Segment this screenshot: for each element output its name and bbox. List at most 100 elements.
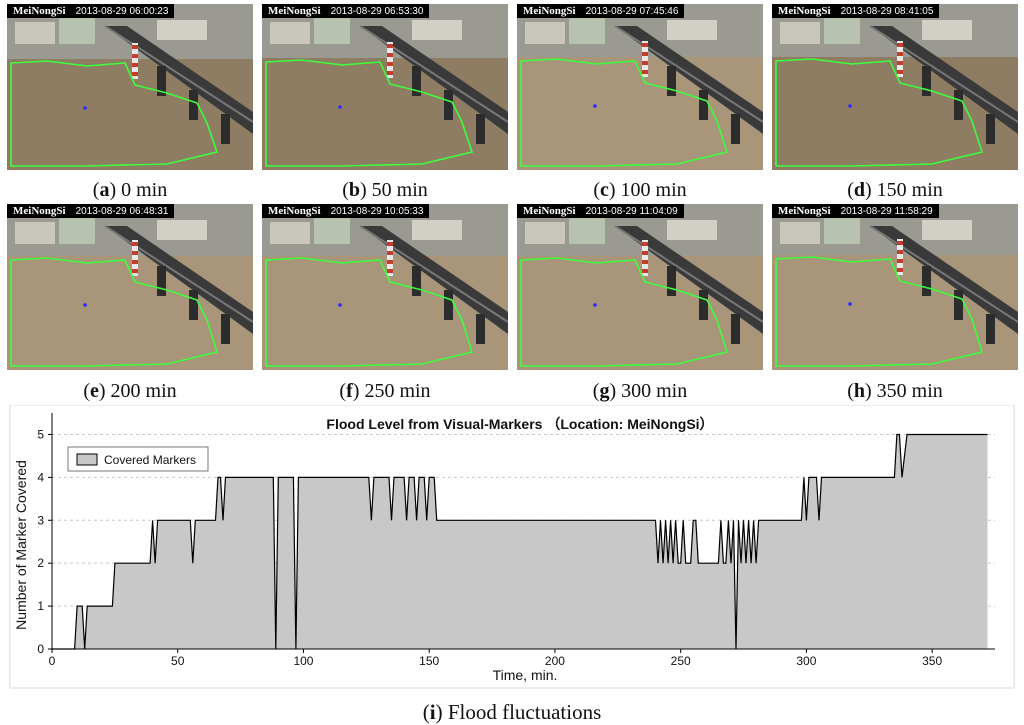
bridge-pillar	[221, 114, 230, 144]
chart-title: Flood Level from Visual-Markers （Locatio…	[326, 416, 713, 432]
house-shape	[314, 218, 350, 244]
house-shape	[922, 20, 972, 40]
timestamp-text: 2013-08-29 08:41:05	[840, 6, 934, 17]
marker-pole	[387, 42, 393, 78]
marker-stripe	[387, 242, 393, 246]
river-water	[7, 256, 253, 370]
marker-pole	[642, 41, 648, 77]
marker-stripe	[897, 61, 903, 65]
timestamp-bar: MeiNongSi 2013-08-29 06:48:31	[7, 204, 175, 218]
x-tick-label: 100	[293, 654, 313, 668]
photo-panel: MeiNongSi 2013-08-29 10:05:33	[262, 204, 508, 370]
panel-caption: (h) 350 min	[847, 380, 943, 402]
water-contour	[265, 59, 474, 167]
marker-stripe	[897, 250, 903, 254]
x-tick-label: 150	[419, 654, 439, 668]
y-tick-label: 5	[37, 427, 44, 441]
house-shape	[412, 220, 462, 240]
panel-time-label: 100 min	[620, 179, 687, 201]
photo-panel: MeiNongSi 2013-08-29 07:45:46	[517, 4, 763, 170]
panel-letter: b	[348, 179, 360, 201]
river-water	[772, 57, 1018, 170]
house-shape	[59, 218, 95, 244]
bridge-railing	[614, 25, 763, 123]
house-shape	[525, 222, 565, 244]
flood-level-chart: Flood Level from Visual-Markers （Locatio…	[9, 405, 1015, 689]
marker-stripe	[132, 251, 138, 255]
house-shape	[824, 18, 860, 44]
bridge-pillar	[412, 266, 421, 296]
bridge-deck	[105, 26, 253, 134]
marker-stripe	[897, 52, 903, 56]
river-scene	[772, 4, 1018, 170]
river-scene	[517, 4, 763, 170]
bridge-pillar	[731, 114, 740, 144]
centroid-marker	[83, 106, 87, 110]
panel-time-label: 300 min	[621, 380, 688, 402]
y-ticks: 0 1 2 3 4 5	[37, 427, 52, 656]
bridge-deck	[360, 26, 508, 134]
photo-panel: MeiNongSi 2013-08-29 06:00:23	[7, 4, 253, 170]
bridge-railing	[614, 225, 763, 323]
house-shape	[15, 222, 55, 244]
house-shape	[922, 220, 972, 240]
marker-stripe	[387, 62, 393, 66]
marker-pole	[897, 239, 903, 275]
camera-name: MeiNongSi	[778, 205, 831, 217]
marker-pole	[897, 41, 903, 77]
marker-stripe	[897, 259, 903, 263]
bridge-deck	[360, 226, 508, 334]
camera-name: MeiNongSi	[523, 205, 576, 217]
bridge-pillar	[731, 314, 740, 344]
centroid-marker	[338, 105, 342, 109]
house-shape	[412, 20, 462, 40]
panel-caption: (f) 250 min	[339, 380, 431, 402]
bridge-pillar	[986, 314, 995, 344]
bridge-railing	[104, 225, 253, 323]
house-shape	[569, 218, 605, 244]
panel-time-label: 250 min	[364, 380, 431, 402]
house-shape	[157, 220, 207, 240]
timestamp-bar: MeiNongSi 2013-08-29 07:45:46	[517, 4, 685, 18]
house-shape	[667, 20, 717, 40]
panel-time-label: 0 min	[121, 179, 168, 201]
house-shape	[780, 22, 820, 44]
series-fill	[52, 434, 988, 649]
timestamp-bar: MeiNongSi 2013-08-29 08:41:05	[772, 4, 940, 18]
panel-time-label: 200 min	[110, 380, 177, 402]
bridge-pillar	[221, 314, 230, 344]
marker-stripe	[642, 61, 648, 65]
bridge-deck	[615, 26, 763, 134]
bridge-pillar	[412, 66, 421, 96]
bridge-pillar	[157, 66, 166, 96]
timestamp-text: 2013-08-29 10:05:33	[330, 206, 424, 217]
camera-name: MeiNongSi	[778, 5, 831, 17]
marker-stripe	[642, 52, 648, 56]
panel-caption: (e) 200 min	[83, 380, 177, 402]
panel-letter: h	[853, 380, 865, 402]
bridge-pillar	[157, 266, 166, 296]
y-tick-label: 1	[37, 599, 44, 613]
centroid-marker	[593, 104, 597, 108]
marker-stripe	[387, 71, 393, 75]
legend-label: Covered Markers	[104, 453, 196, 467]
marker-stripe	[387, 44, 393, 48]
river-water	[262, 256, 508, 370]
water-contour	[520, 58, 729, 167]
panel-letter: c	[599, 179, 609, 201]
x-ticks: 0 50 100 150 200 250 300 350	[49, 649, 942, 668]
bridge-pillar	[922, 66, 931, 96]
house-shape	[569, 18, 605, 44]
photo-panel: MeiNongSi 2013-08-29 11:04:09	[517, 204, 763, 370]
marker-stripe	[897, 70, 903, 74]
house-shape	[270, 22, 310, 44]
house-shape	[157, 20, 207, 40]
timestamp-bar: MeiNongSi 2013-08-29 11:58:29	[772, 204, 939, 218]
bridge-pillar	[667, 266, 676, 296]
series-area	[52, 433, 988, 650]
y-tick-label: 0	[37, 642, 44, 656]
panel-letter: d	[853, 179, 865, 201]
water-contour	[520, 257, 729, 367]
marker-stripe	[642, 251, 648, 255]
bridge-pillar	[922, 266, 931, 296]
